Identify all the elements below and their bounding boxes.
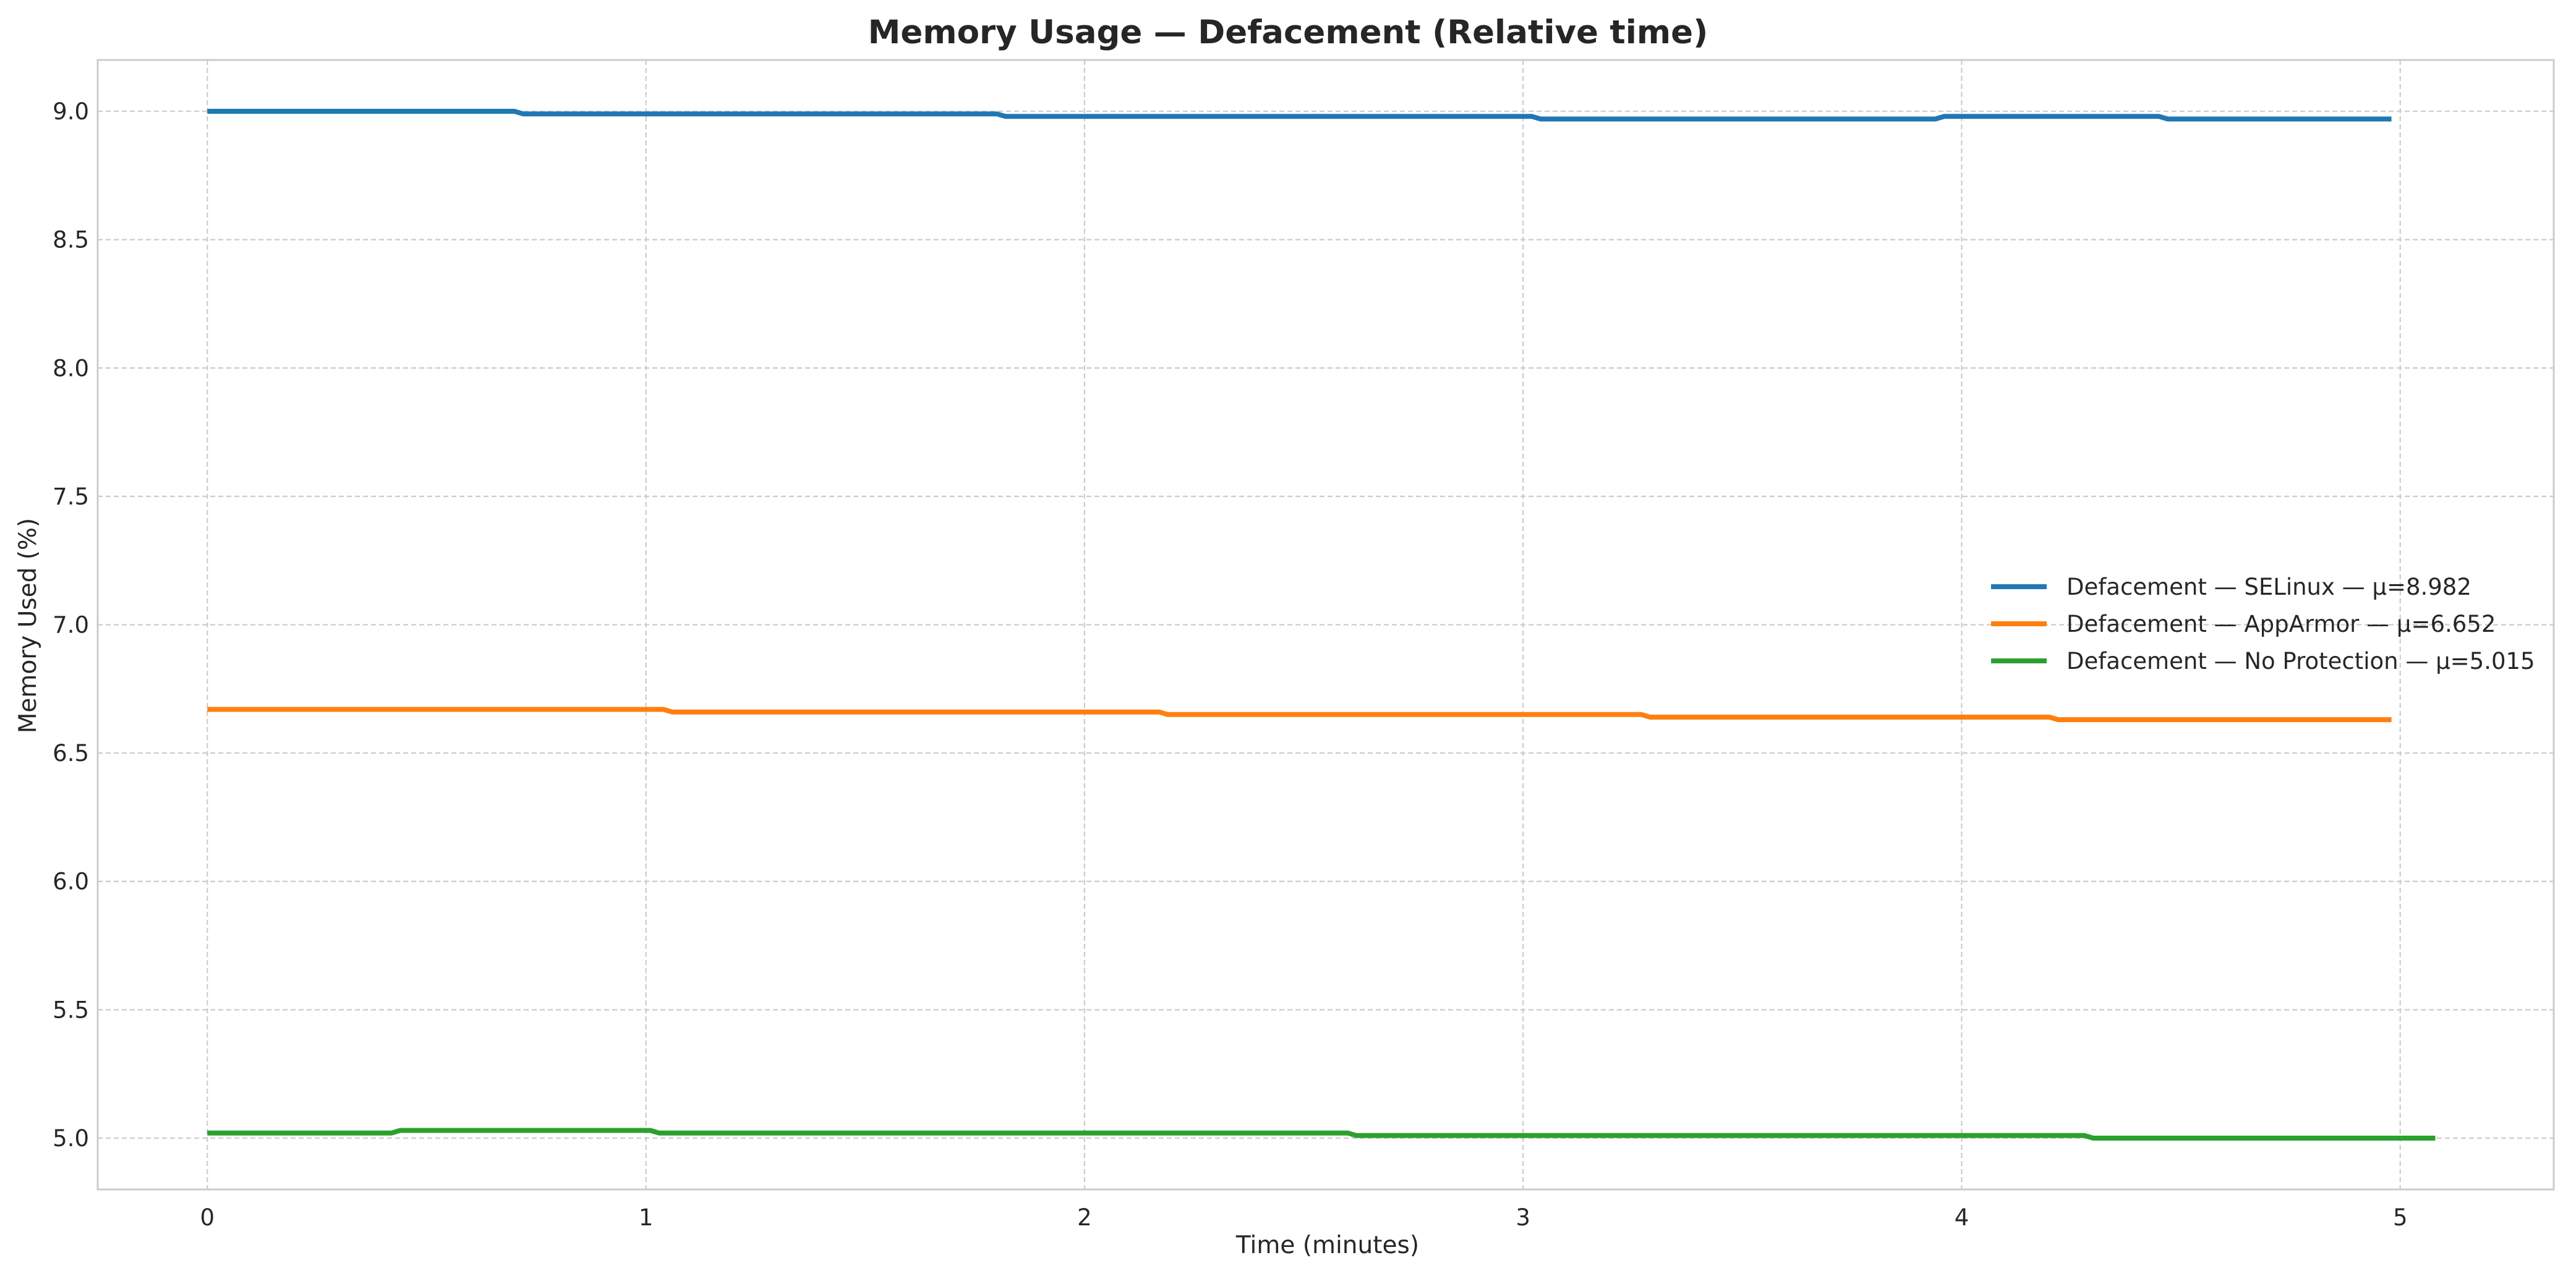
x-tick-label: 5 — [2393, 1204, 2408, 1231]
y-tick-label: 6.0 — [53, 869, 89, 895]
series-lines — [207, 109, 2436, 1141]
y-tick-label: 8.0 — [53, 355, 89, 381]
plot-area-frame — [96, 59, 2555, 1191]
x-tick-label: 3 — [1516, 1204, 1530, 1231]
y-tick-label: 5.5 — [53, 997, 89, 1023]
legend-label-2: Defacement — No Protection — μ=5.015 — [2066, 648, 2535, 674]
y-axis-ticks: 5.0 5.5 6.0 6.5 7.0 7.5 8.0 8.5 9.0 — [53, 98, 89, 1152]
legend-label-0: Defacement — SELinux — μ=8.982 — [2066, 574, 2472, 600]
y-tick-label: 7.5 — [53, 483, 89, 510]
y-axis-label: Memory Used (%) — [14, 518, 42, 734]
x-axis-ticks: 0 1 2 3 4 5 — [200, 1204, 2408, 1231]
legend: Defacement — SELinux — μ=8.982 Defacement… — [1991, 574, 2535, 674]
y-tick-label: 8.5 — [53, 227, 89, 253]
x-axis-label: Time (minutes) — [1235, 1231, 1419, 1259]
x-tick-label: 2 — [1077, 1204, 1092, 1231]
series-line-0 — [207, 109, 2392, 122]
x-tick-label: 1 — [639, 1204, 654, 1231]
y-tick-label: 7.0 — [53, 612, 89, 639]
x-tick-label: 4 — [1955, 1204, 1969, 1231]
y-tick-label: 9.0 — [53, 98, 89, 125]
series-line-1 — [207, 707, 2392, 723]
legend-label-1: Defacement — AppArmor — μ=6.652 — [2066, 611, 2496, 637]
y-tick-label: 5.0 — [53, 1125, 89, 1152]
series-line-2 — [207, 1128, 2436, 1141]
chart-title: Memory Usage — Defacement (Relative time… — [868, 14, 1708, 51]
y-tick-label: 6.5 — [53, 740, 89, 767]
x-tick-label: 0 — [200, 1204, 215, 1231]
